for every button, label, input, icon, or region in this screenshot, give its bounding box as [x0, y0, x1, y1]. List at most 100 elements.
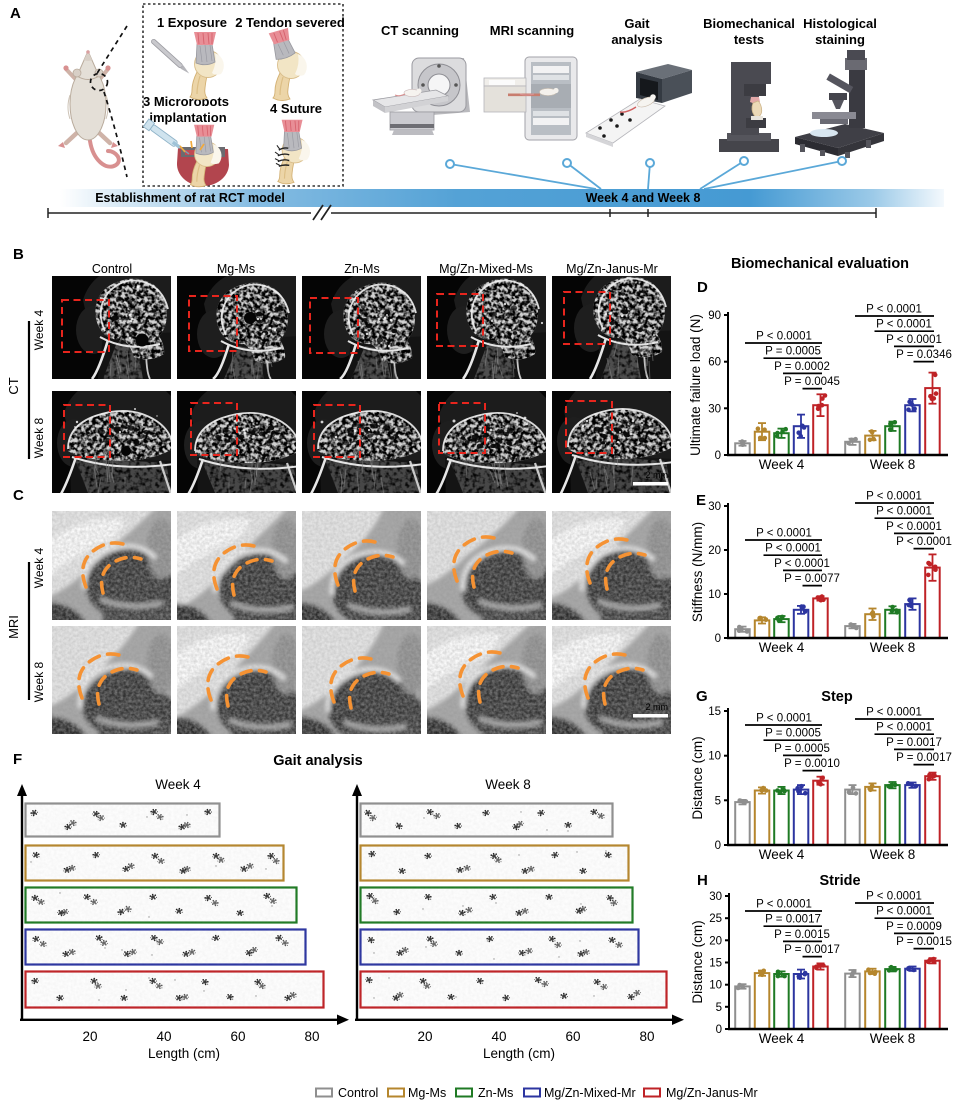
svg-text:80: 80: [304, 1029, 319, 1044]
svg-text:Mg-Ms: Mg-Ms: [408, 1086, 446, 1100]
svg-text:Mg/Zn-Janus-Mr: Mg/Zn-Janus-Mr: [666, 1086, 758, 1100]
svg-text:P = 0.0017: P = 0.0017: [896, 752, 952, 764]
svg-text:Week 4: Week 4: [32, 309, 46, 350]
svg-text:Gait: Gait: [624, 16, 650, 31]
svg-text:P = 0.0005: P = 0.0005: [765, 346, 821, 358]
svg-text:P < 0.0001: P < 0.0001: [896, 536, 952, 548]
svg-text:P = 0.0002: P = 0.0002: [774, 361, 830, 373]
svg-text:P = 0.0017: P = 0.0017: [784, 944, 840, 956]
svg-text:G: G: [696, 688, 708, 705]
svg-text:90: 90: [708, 310, 721, 322]
svg-text:Gait analysis: Gait analysis: [273, 753, 362, 769]
svg-text:Week 4: Week 4: [155, 777, 201, 792]
svg-text:2 mm: 2 mm: [646, 702, 669, 712]
svg-text:Stride: Stride: [819, 873, 860, 889]
svg-text:Length (cm): Length (cm): [483, 1046, 555, 1061]
svg-text:Week 8: Week 8: [485, 777, 531, 792]
svg-text:P < 0.0001: P < 0.0001: [886, 334, 942, 346]
svg-text:Mg/Zn-Janus-Mr: Mg/Zn-Janus-Mr: [566, 262, 658, 276]
svg-text:P = 0.0045: P = 0.0045: [784, 376, 840, 388]
svg-text:2 mm: 2 mm: [646, 470, 669, 480]
svg-text:P = 0.0346: P = 0.0346: [896, 349, 952, 361]
svg-text:30: 30: [709, 891, 722, 903]
svg-text:P = 0.0015: P = 0.0015: [774, 929, 830, 941]
svg-text:Mg/Zn-Mixed-Mr: Mg/Zn-Mixed-Mr: [544, 1086, 636, 1100]
svg-text:P = 0.0015: P = 0.0015: [896, 936, 952, 948]
svg-text:5: 5: [715, 795, 721, 807]
svg-text:3 Microrobots: 3 Microrobots: [143, 94, 229, 109]
svg-text:Ultimate failure load (N): Ultimate failure load (N): [688, 314, 703, 456]
svg-text:20: 20: [708, 545, 721, 557]
svg-text:implantation: implantation: [149, 110, 226, 125]
svg-text:P < 0.0001: P < 0.0001: [866, 707, 922, 719]
svg-text:Zn-Ms: Zn-Ms: [344, 262, 379, 276]
svg-text:Week 8: Week 8: [32, 417, 46, 458]
svg-text:2 Tendon severed: 2 Tendon severed: [235, 15, 345, 30]
svg-text:P < 0.0001: P < 0.0001: [876, 506, 932, 518]
svg-text:C: C: [13, 487, 24, 504]
svg-text:0: 0: [715, 633, 721, 645]
svg-text:D: D: [697, 279, 708, 296]
svg-text:Distance (cm): Distance (cm): [690, 920, 705, 1003]
svg-text:P < 0.0001: P < 0.0001: [774, 558, 830, 570]
svg-text:60: 60: [708, 357, 721, 369]
svg-text:10: 10: [708, 589, 721, 601]
svg-text:P < 0.0001: P < 0.0001: [756, 899, 812, 911]
svg-text:P < 0.0001: P < 0.0001: [876, 906, 932, 918]
svg-text:Control: Control: [92, 262, 132, 276]
svg-text:P < 0.0001: P < 0.0001: [756, 331, 812, 343]
svg-text:P = 0.0077: P = 0.0077: [784, 573, 840, 585]
svg-text:F: F: [13, 751, 22, 768]
svg-text:15: 15: [709, 958, 722, 970]
svg-text:Histological: Histological: [803, 16, 877, 31]
svg-text:A: A: [10, 5, 21, 22]
svg-text:P < 0.0001: P < 0.0001: [876, 319, 932, 331]
svg-text:P < 0.0001: P < 0.0001: [756, 528, 812, 540]
svg-text:P = 0.0010: P = 0.0010: [784, 758, 840, 770]
svg-text:tests: tests: [734, 32, 764, 47]
svg-text:30: 30: [708, 501, 721, 513]
svg-text:Zn-Ms: Zn-Ms: [478, 1086, 513, 1100]
svg-text:40: 40: [491, 1029, 506, 1044]
svg-text:0: 0: [715, 450, 721, 462]
svg-text:Week 8: Week 8: [32, 661, 46, 702]
svg-text:MRI: MRI: [6, 615, 21, 639]
svg-text:20: 20: [417, 1029, 432, 1044]
svg-text:80: 80: [639, 1029, 654, 1044]
svg-text:P = 0.0005: P = 0.0005: [765, 728, 821, 740]
svg-text:P < 0.0001: P < 0.0001: [866, 304, 922, 316]
svg-text:CT: CT: [6, 377, 21, 394]
svg-text:P < 0.0001: P < 0.0001: [756, 713, 812, 725]
svg-text:P = 0.0009: P = 0.0009: [886, 921, 942, 933]
svg-text:MRI scanning: MRI scanning: [490, 23, 575, 38]
svg-text:60: 60: [565, 1029, 580, 1044]
svg-text:25: 25: [709, 913, 722, 925]
svg-text:P < 0.0001: P < 0.0001: [876, 722, 932, 734]
svg-text:B: B: [13, 246, 24, 263]
svg-text:Week 4: Week 4: [759, 1031, 805, 1046]
svg-text:analysis: analysis: [611, 32, 662, 47]
svg-text:Week 4: Week 4: [759, 847, 805, 862]
svg-text:0: 0: [715, 840, 721, 852]
svg-text:10: 10: [709, 980, 722, 992]
svg-text:CT scanning: CT scanning: [381, 23, 459, 38]
svg-text:P < 0.0001: P < 0.0001: [866, 891, 922, 903]
svg-text:Stiffness (N/mm): Stiffness (N/mm): [690, 522, 705, 622]
svg-text:Week 4: Week 4: [759, 640, 805, 655]
svg-text:P < 0.0001: P < 0.0001: [886, 521, 942, 533]
svg-text:Control: Control: [338, 1086, 378, 1100]
svg-text:P = 0.0017: P = 0.0017: [765, 914, 821, 926]
svg-text:P = 0.0005: P = 0.0005: [774, 743, 830, 755]
svg-text:P < 0.0001: P < 0.0001: [866, 491, 922, 503]
svg-text:Week 4: Week 4: [759, 457, 805, 472]
svg-text:4 Suture: 4 Suture: [270, 101, 322, 116]
svg-text:10: 10: [708, 751, 721, 763]
svg-text:15: 15: [708, 706, 721, 718]
svg-text:Week 8: Week 8: [870, 1031, 916, 1046]
svg-text:Length (cm): Length (cm): [148, 1046, 220, 1061]
svg-text:P < 0.0001: P < 0.0001: [765, 543, 821, 555]
svg-text:60: 60: [230, 1029, 245, 1044]
svg-text:20: 20: [709, 935, 722, 947]
svg-text:Week 8: Week 8: [870, 847, 916, 862]
svg-text:Biomechanical: Biomechanical: [703, 16, 795, 31]
